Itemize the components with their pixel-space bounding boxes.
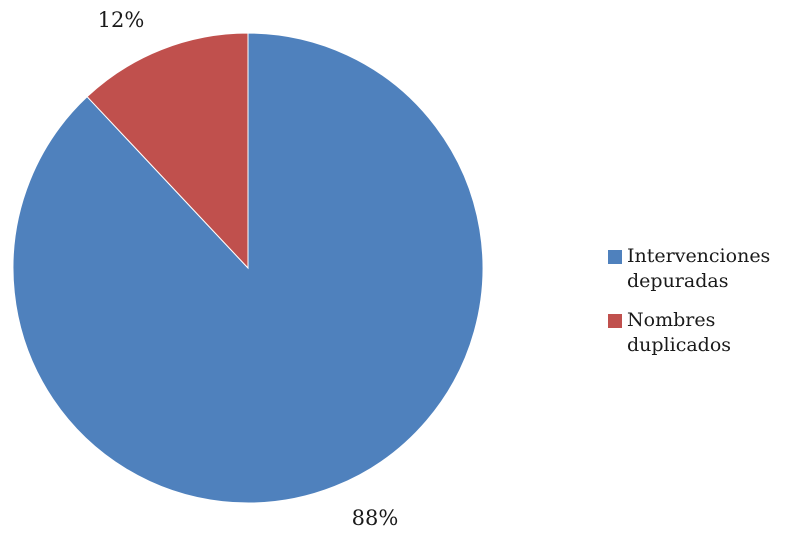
- legend-swatch-red: [608, 314, 622, 328]
- legend-label-nombres-duplicados: Nombres duplicados: [627, 309, 732, 356]
- data-label-intervenciones-depuradas: 88%: [352, 506, 399, 530]
- chart-legend: Intervenciones depuradas Nombres duplica…: [608, 244, 798, 372]
- legend-swatch-blue: [608, 250, 622, 264]
- pie-slice-nombres-duplicados: [86, 32, 249, 270]
- legend-item-nombres-duplicados: Nombres duplicados: [608, 308, 798, 358]
- legend-label-intervenciones-depuradas: Intervenciones depuradas: [627, 245, 771, 292]
- legend-item-intervenciones-depuradas: Intervenciones depuradas: [608, 244, 798, 294]
- data-label-nombres-duplicados: 12%: [98, 8, 145, 32]
